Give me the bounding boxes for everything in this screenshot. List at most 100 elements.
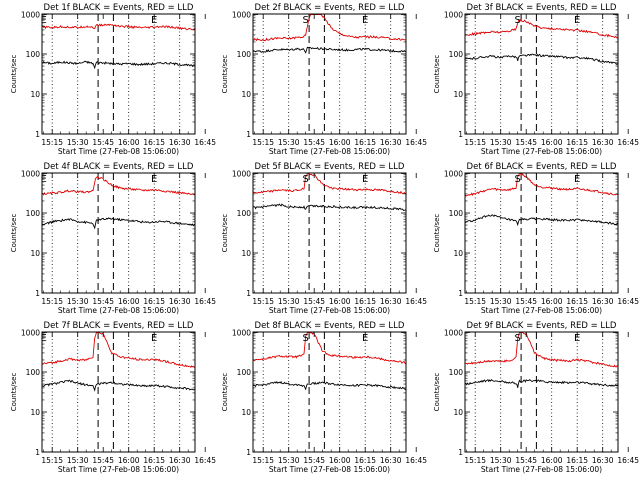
x-axis-label: Start Time (27-Feb-08 15:06:00) <box>481 306 602 315</box>
series-lld-line <box>465 332 618 368</box>
x-tick-label: 15:45 <box>515 138 537 147</box>
x-tick-label: 15:30 <box>278 297 300 306</box>
phase-marker-e: E <box>151 174 157 185</box>
x-tick-label: 16:45 <box>405 297 427 306</box>
x-tick-label: 15:45 <box>303 138 325 147</box>
series-events-line <box>42 60 195 70</box>
x-tick-label: 16:15 <box>143 138 165 147</box>
y-tick-label: 100 <box>237 209 252 218</box>
x-tick-label: 15:45 <box>92 138 114 147</box>
phase-marker-e: E <box>574 174 580 185</box>
x-axis-label: Start Time (27-Feb-08 15:06:00) <box>481 465 602 474</box>
y-tick-label: 1 <box>35 289 40 298</box>
plot-frame <box>464 13 619 135</box>
x-tick-label: 16:45 <box>617 138 639 147</box>
y-tick-label: 10 <box>453 90 463 99</box>
x-tick-label: 15:30 <box>67 297 89 306</box>
plot-frame <box>41 13 196 135</box>
y-tick-label: 10 <box>453 249 463 258</box>
panel-title: Det 2f BLACK = Events, RED = LLD <box>255 3 405 13</box>
x-tick-label: 16:15 <box>143 297 165 306</box>
series-events-line <box>253 203 406 211</box>
x-tick-label: 15:30 <box>490 297 512 306</box>
panel-3: Det 3f BLACK = Events, RED = LLD 15:15 15:… <box>433 3 639 156</box>
x-tick-label: 16:15 <box>354 138 376 147</box>
x-tick-label: 16:15 <box>354 456 376 465</box>
y-tick-label: 10 <box>453 408 463 417</box>
x-tick-label: 16:15 <box>143 456 165 465</box>
y-axis-label: Counts/sec <box>10 214 18 253</box>
y-tick-label: 10 <box>30 408 40 417</box>
panel-8: Det 8f BLACK = Events, RED = LLD 15:15 15:… <box>221 321 427 474</box>
x-tick-label: 15:15 <box>464 138 486 147</box>
phase-marker-s: S <box>303 15 309 26</box>
phase-marker-e: E <box>151 15 157 26</box>
panel-title: Det 1f BLACK = Events, RED = LLD <box>44 3 194 13</box>
x-tick-label: 15:45 <box>515 297 537 306</box>
x-tick-label: 16:00 <box>329 297 351 306</box>
y-tick-label: 1 <box>35 130 40 139</box>
x-tick-label: 15:45 <box>515 456 537 465</box>
y-tick-label: 10 <box>30 90 40 99</box>
y-tick-label: 10 <box>241 408 251 417</box>
panel-7: Det 7f BLACK = Events, RED = LLD 15:15 15:… <box>10 321 216 474</box>
y-tick-label: 1000 <box>444 329 463 338</box>
series-events-line <box>465 379 618 388</box>
x-tick-label: 16:00 <box>541 138 563 147</box>
x-tick-label: 16:00 <box>329 456 351 465</box>
x-tick-label: 15:30 <box>67 138 89 147</box>
phase-marker-s: S <box>303 174 309 185</box>
plot-frame <box>464 331 619 453</box>
x-tick-label: 15:15 <box>252 138 274 147</box>
y-tick-label: 100 <box>26 368 41 377</box>
panel-title: Det 6f BLACK = Events, RED = LLD <box>467 162 617 172</box>
y-tick-label: 1000 <box>21 11 40 20</box>
series-lld-line <box>465 173 618 197</box>
x-tick-label: 16:45 <box>617 297 639 306</box>
x-axis-label: Start Time (27-Feb-08 15:06:00) <box>58 465 179 474</box>
plot-frame <box>252 13 407 135</box>
x-tick-label: 15:15 <box>252 297 274 306</box>
series-events-line <box>42 379 195 392</box>
x-tick-label: 16:15 <box>566 297 588 306</box>
series-events-line <box>465 53 618 65</box>
x-tick-label: 16:30 <box>169 297 191 306</box>
y-tick-label: 1000 <box>232 170 251 179</box>
y-tick-label: 100 <box>449 209 464 218</box>
series-events-line <box>465 214 618 227</box>
y-tick-label: 1 <box>246 448 251 457</box>
y-tick-label: 1000 <box>21 329 40 338</box>
y-tick-label: 100 <box>26 50 41 59</box>
y-axis-label: Counts/sec <box>221 214 229 253</box>
y-tick-label: 1 <box>458 289 463 298</box>
panel-title: Det 3f BLACK = Events, RED = LLD <box>467 3 617 13</box>
y-tick-label: 1000 <box>444 11 463 20</box>
y-tick-label: 100 <box>449 368 464 377</box>
y-tick-label: 1 <box>246 130 251 139</box>
panel-title: Det 9f BLACK = Events, RED = LLD <box>467 321 617 331</box>
x-tick-label: 16:30 <box>592 456 614 465</box>
series-lld-line <box>42 176 195 196</box>
phase-marker-s: S <box>515 333 521 344</box>
panel-1: Det 1f BLACK = Events, RED = LLD 15:15 15:… <box>10 3 216 156</box>
x-tick-label: 15:30 <box>490 456 512 465</box>
y-tick-label: 1000 <box>232 329 251 338</box>
y-tick-label: 100 <box>449 50 464 59</box>
y-tick-label: 1000 <box>21 170 40 179</box>
phase-marker-e: E <box>574 15 580 26</box>
x-tick-label: 15:30 <box>278 456 300 465</box>
series-lld-line <box>42 23 195 31</box>
x-tick-label: 16:45 <box>405 138 427 147</box>
series-lld-line <box>42 332 195 369</box>
y-tick-label: 100 <box>237 368 252 377</box>
x-tick-label: 15:45 <box>92 456 114 465</box>
phase-marker-s: S <box>515 174 521 185</box>
x-tick-label: 16:30 <box>592 138 614 147</box>
plot-frame <box>252 172 407 294</box>
y-tick-label: 1 <box>35 448 40 457</box>
phase-marker-e: E <box>362 174 368 185</box>
y-tick-label: 10 <box>241 249 251 258</box>
x-tick-label: 16:00 <box>118 297 140 306</box>
plot-frame <box>41 172 196 294</box>
series-lld-line <box>253 14 406 42</box>
